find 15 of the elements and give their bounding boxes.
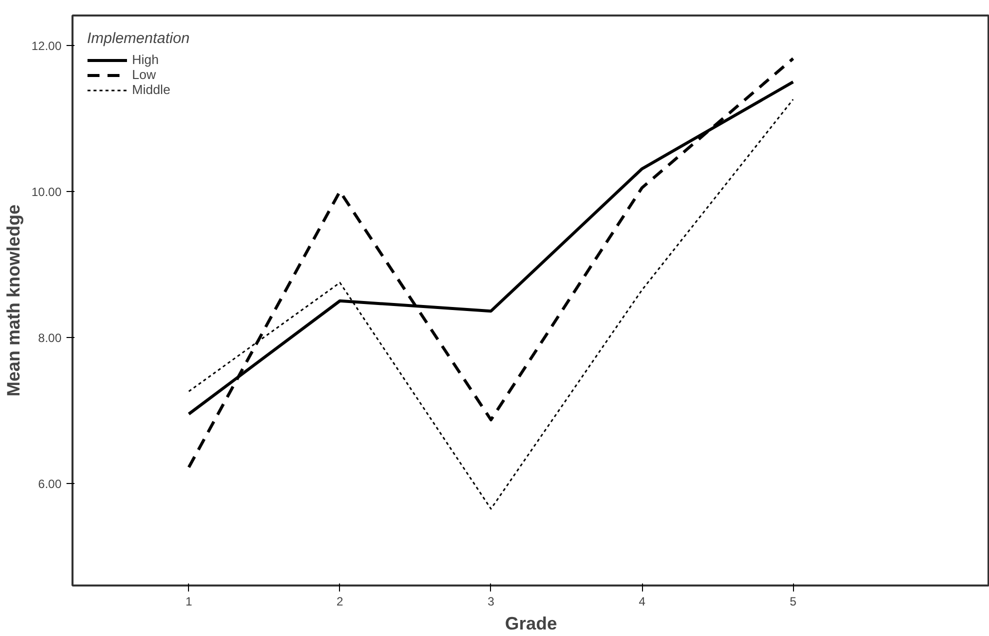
x-tick-label: 3: [488, 594, 495, 608]
x-axis-title: Grade: [504, 614, 558, 634]
x-tick-label: 4: [638, 594, 646, 608]
y-tick-label: 10.00: [31, 184, 62, 199]
x-tick-label: 5: [790, 594, 797, 608]
y-tick-label: 8.00: [38, 330, 62, 345]
legend-label: Low: [132, 67, 156, 82]
y-tick-label: 12.00: [31, 38, 62, 53]
x-tick-label: 2: [336, 594, 344, 608]
y-tick-label: 6.00: [38, 476, 62, 491]
legend-label: High: [132, 52, 159, 67]
legend-title: Implementation: [87, 30, 190, 47]
x-tick-label: 1: [185, 594, 192, 608]
y-axis-title: Mean math knowledge: [3, 204, 24, 397]
legend-label: Middle: [132, 82, 170, 97]
